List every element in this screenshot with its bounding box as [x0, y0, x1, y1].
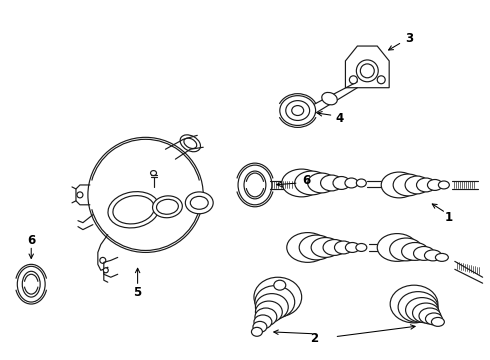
Ellipse shape	[414, 247, 435, 260]
Polygon shape	[345, 46, 389, 88]
Ellipse shape	[405, 176, 429, 194]
Ellipse shape	[152, 196, 182, 218]
Ellipse shape	[333, 176, 350, 189]
Ellipse shape	[416, 178, 436, 192]
Ellipse shape	[402, 243, 428, 260]
Text: 1: 1	[445, 211, 453, 224]
Ellipse shape	[255, 308, 277, 326]
Ellipse shape	[150, 171, 156, 176]
Ellipse shape	[323, 239, 346, 255]
Ellipse shape	[320, 175, 343, 191]
Ellipse shape	[335, 241, 352, 254]
Ellipse shape	[377, 234, 417, 261]
Ellipse shape	[424, 250, 441, 261]
Ellipse shape	[294, 171, 328, 195]
Ellipse shape	[381, 172, 417, 198]
Ellipse shape	[113, 195, 154, 224]
Ellipse shape	[255, 294, 288, 320]
Ellipse shape	[322, 93, 337, 105]
Ellipse shape	[180, 135, 200, 152]
Ellipse shape	[254, 315, 272, 329]
Ellipse shape	[427, 180, 442, 190]
Ellipse shape	[185, 192, 213, 214]
Ellipse shape	[255, 301, 282, 323]
Ellipse shape	[413, 303, 440, 323]
Circle shape	[356, 60, 378, 82]
Ellipse shape	[17, 266, 45, 302]
Text: 3: 3	[405, 32, 413, 45]
Ellipse shape	[393, 174, 423, 196]
Ellipse shape	[431, 318, 444, 327]
Text: 4: 4	[335, 112, 343, 125]
Text: 2: 2	[311, 332, 319, 345]
Ellipse shape	[390, 238, 422, 261]
Ellipse shape	[398, 292, 438, 323]
Ellipse shape	[255, 286, 294, 319]
Ellipse shape	[22, 271, 40, 297]
Ellipse shape	[184, 138, 197, 148]
Ellipse shape	[280, 96, 316, 125]
Ellipse shape	[406, 298, 439, 323]
Circle shape	[349, 76, 357, 84]
Text: 5: 5	[133, 285, 142, 299]
Ellipse shape	[251, 327, 263, 336]
Ellipse shape	[308, 173, 336, 193]
Ellipse shape	[108, 192, 159, 228]
Circle shape	[88, 137, 203, 252]
Circle shape	[100, 257, 106, 264]
Circle shape	[77, 192, 83, 198]
Ellipse shape	[253, 321, 267, 332]
Ellipse shape	[282, 169, 321, 197]
Ellipse shape	[390, 285, 438, 323]
Ellipse shape	[190, 196, 208, 209]
Ellipse shape	[356, 179, 367, 187]
Ellipse shape	[238, 165, 272, 205]
Circle shape	[377, 76, 385, 84]
Ellipse shape	[286, 100, 310, 121]
Ellipse shape	[299, 235, 334, 260]
Ellipse shape	[274, 280, 286, 290]
Ellipse shape	[156, 199, 178, 214]
Ellipse shape	[244, 171, 266, 199]
Ellipse shape	[254, 277, 302, 317]
Circle shape	[360, 64, 374, 78]
Text: 6: 6	[302, 174, 311, 186]
Ellipse shape	[345, 178, 358, 188]
Text: 6: 6	[27, 234, 35, 247]
Ellipse shape	[356, 243, 367, 251]
Ellipse shape	[439, 181, 449, 189]
Ellipse shape	[292, 105, 304, 116]
Ellipse shape	[425, 313, 442, 325]
Ellipse shape	[345, 243, 359, 252]
Ellipse shape	[311, 238, 340, 257]
Ellipse shape	[287, 233, 328, 262]
Ellipse shape	[436, 253, 448, 261]
Circle shape	[103, 268, 108, 273]
Ellipse shape	[419, 308, 441, 324]
